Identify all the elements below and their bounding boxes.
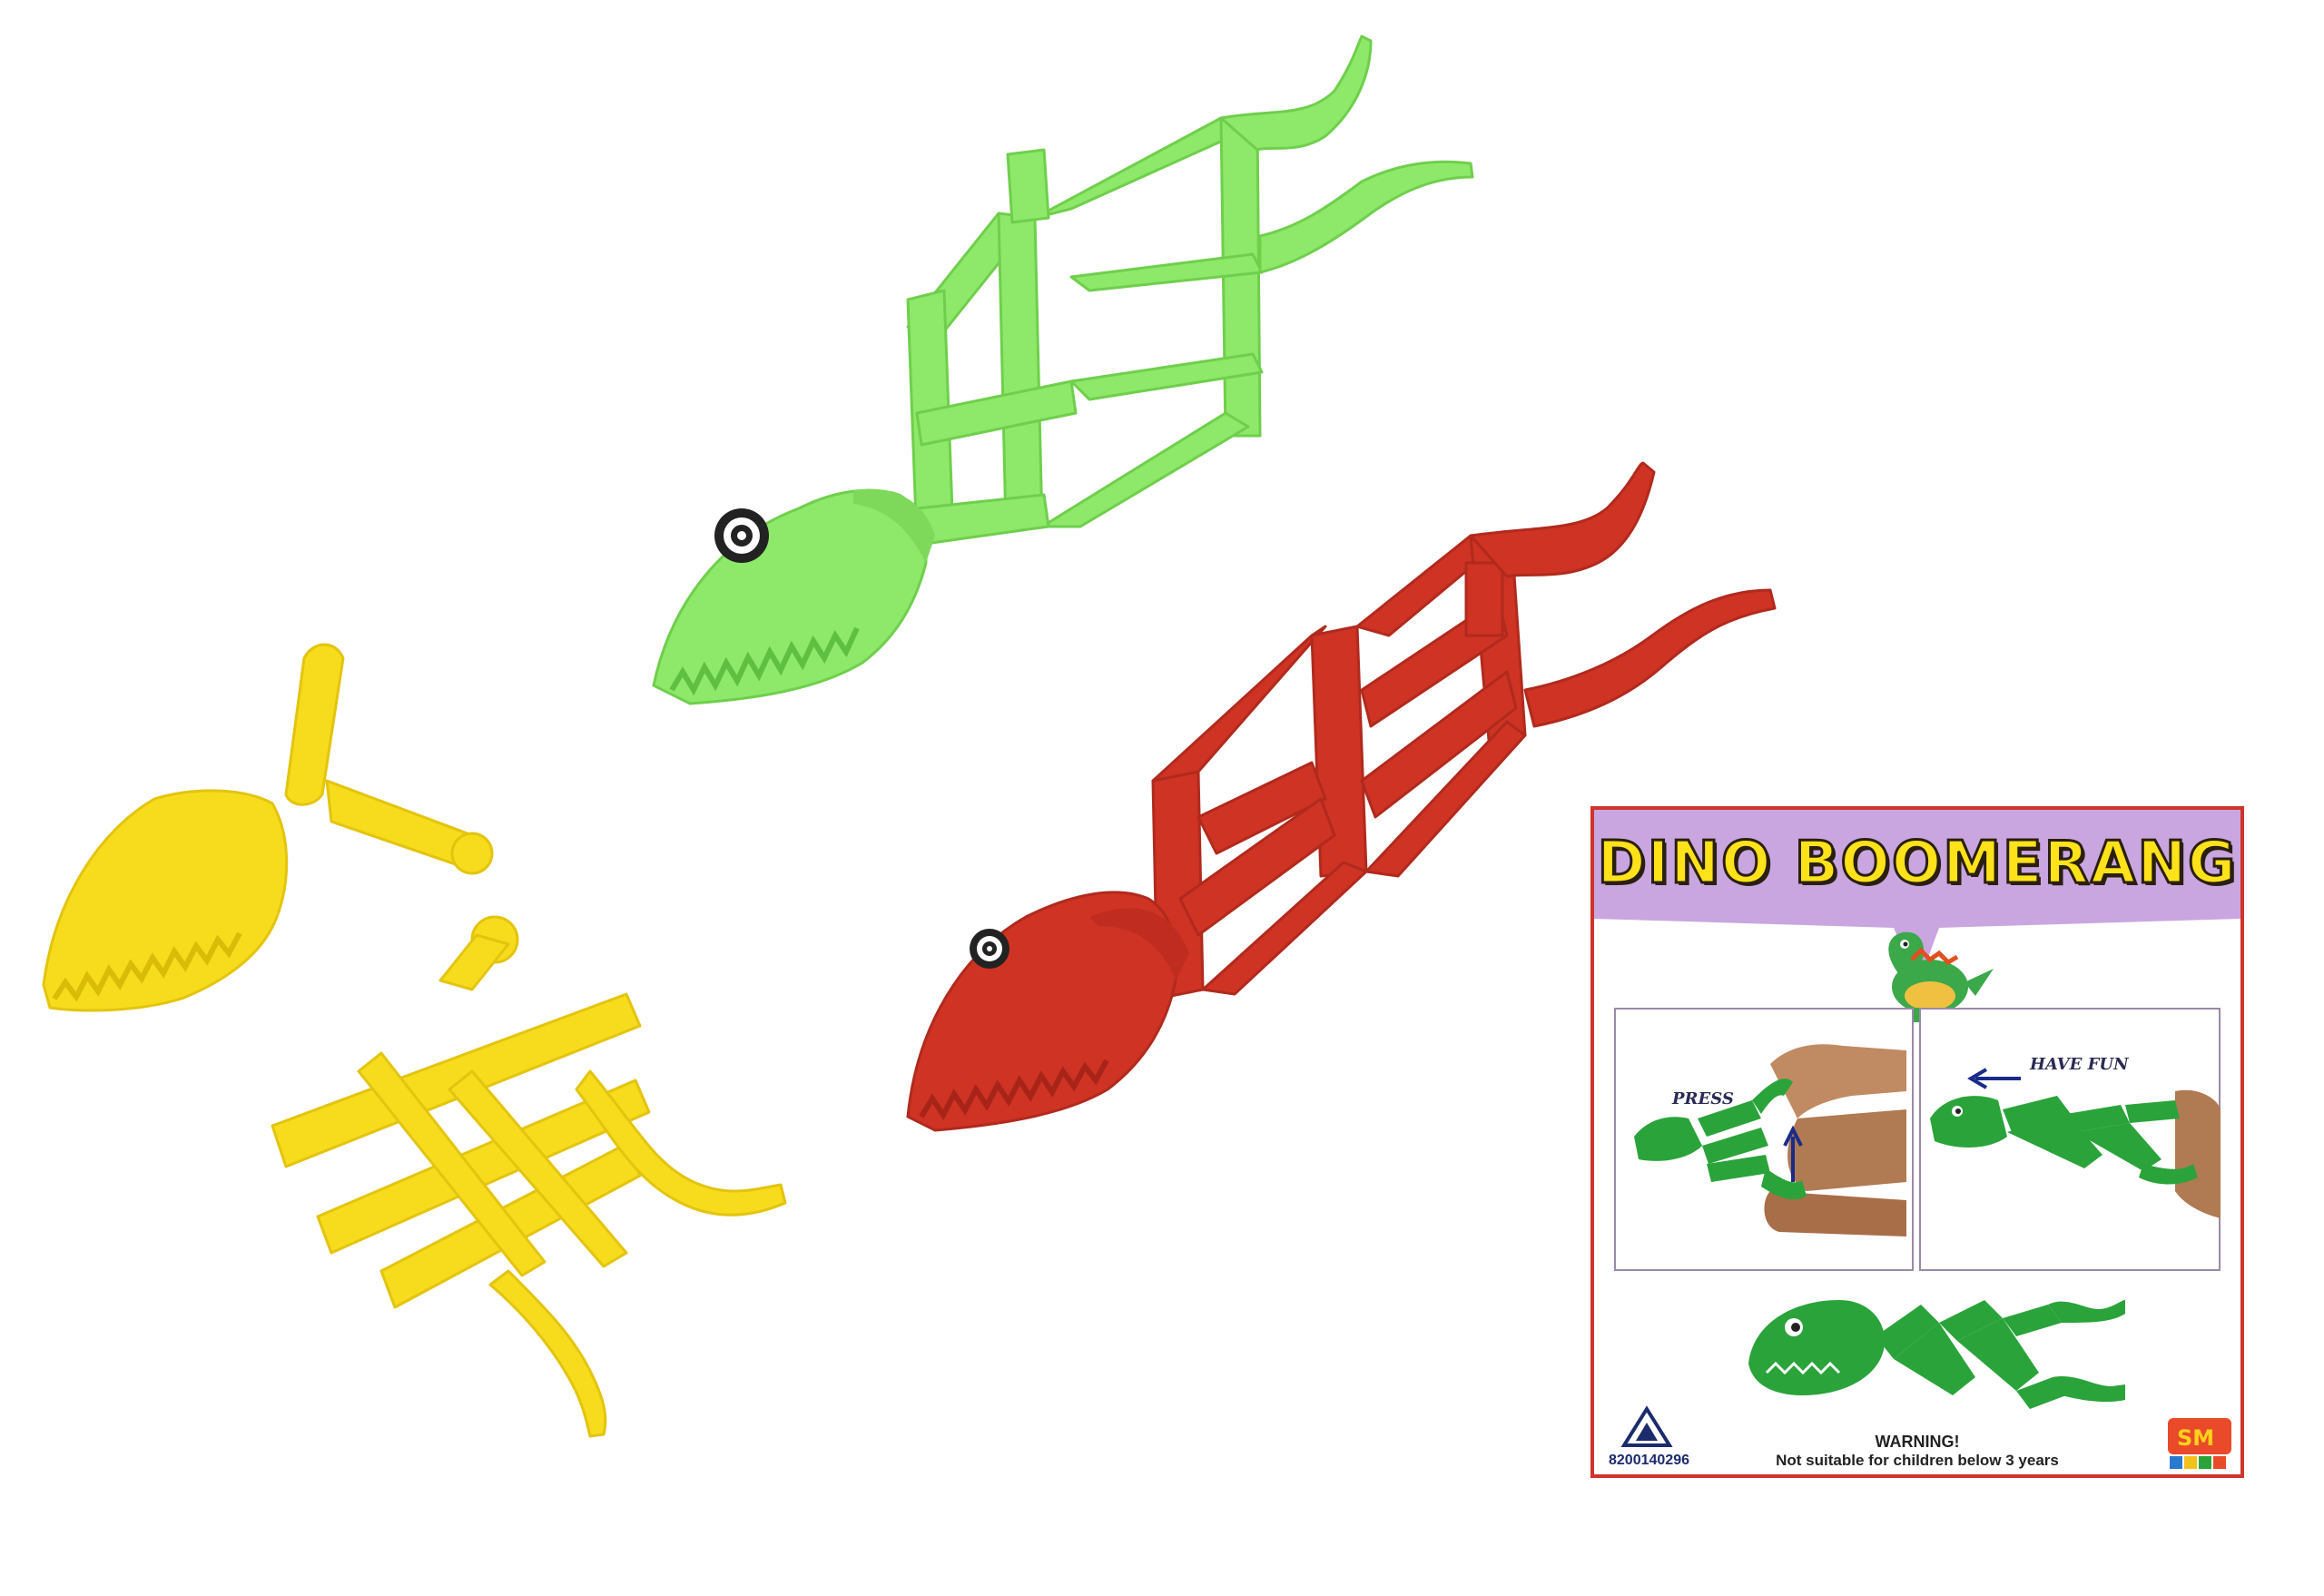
instruction-panel-press: PRESS bbox=[1614, 1008, 1914, 1271]
svg-text:SM: SM bbox=[2177, 1425, 2214, 1451]
red-dino-toy bbox=[906, 461, 1777, 1132]
instruction-panel-have-fun: HAVE FUN bbox=[1919, 1008, 2221, 1271]
warning-text: Not suitable for children below 3 years bbox=[1776, 1452, 2059, 1469]
product-code: 8200140296 bbox=[1609, 1453, 1689, 1468]
green-dino-product-image bbox=[1748, 1300, 2125, 1409]
press-label: PRESS bbox=[1672, 1089, 1734, 1108]
card-title: DINO BOOMERANG bbox=[1596, 829, 2238, 899]
yellow-dino-toy bbox=[42, 643, 787, 1438]
press-illustration bbox=[1634, 1044, 1906, 1236]
warning-title: WARNING! bbox=[1875, 1433, 1960, 1451]
have-fun-illustration bbox=[1930, 1068, 2221, 1218]
title-banner bbox=[1594, 810, 2240, 987]
green-dino-toy bbox=[652, 34, 1474, 705]
sm-toys-logo: SM bbox=[2168, 1418, 2231, 1469]
dino-mascot-icon bbox=[1888, 931, 1994, 1022]
product-card: DINO BOOMERANG bbox=[1590, 806, 2244, 1478]
isi-triangle-icon bbox=[1620, 1405, 1673, 1447]
have-fun-label: HAVE FUN bbox=[2030, 1055, 2129, 1074]
